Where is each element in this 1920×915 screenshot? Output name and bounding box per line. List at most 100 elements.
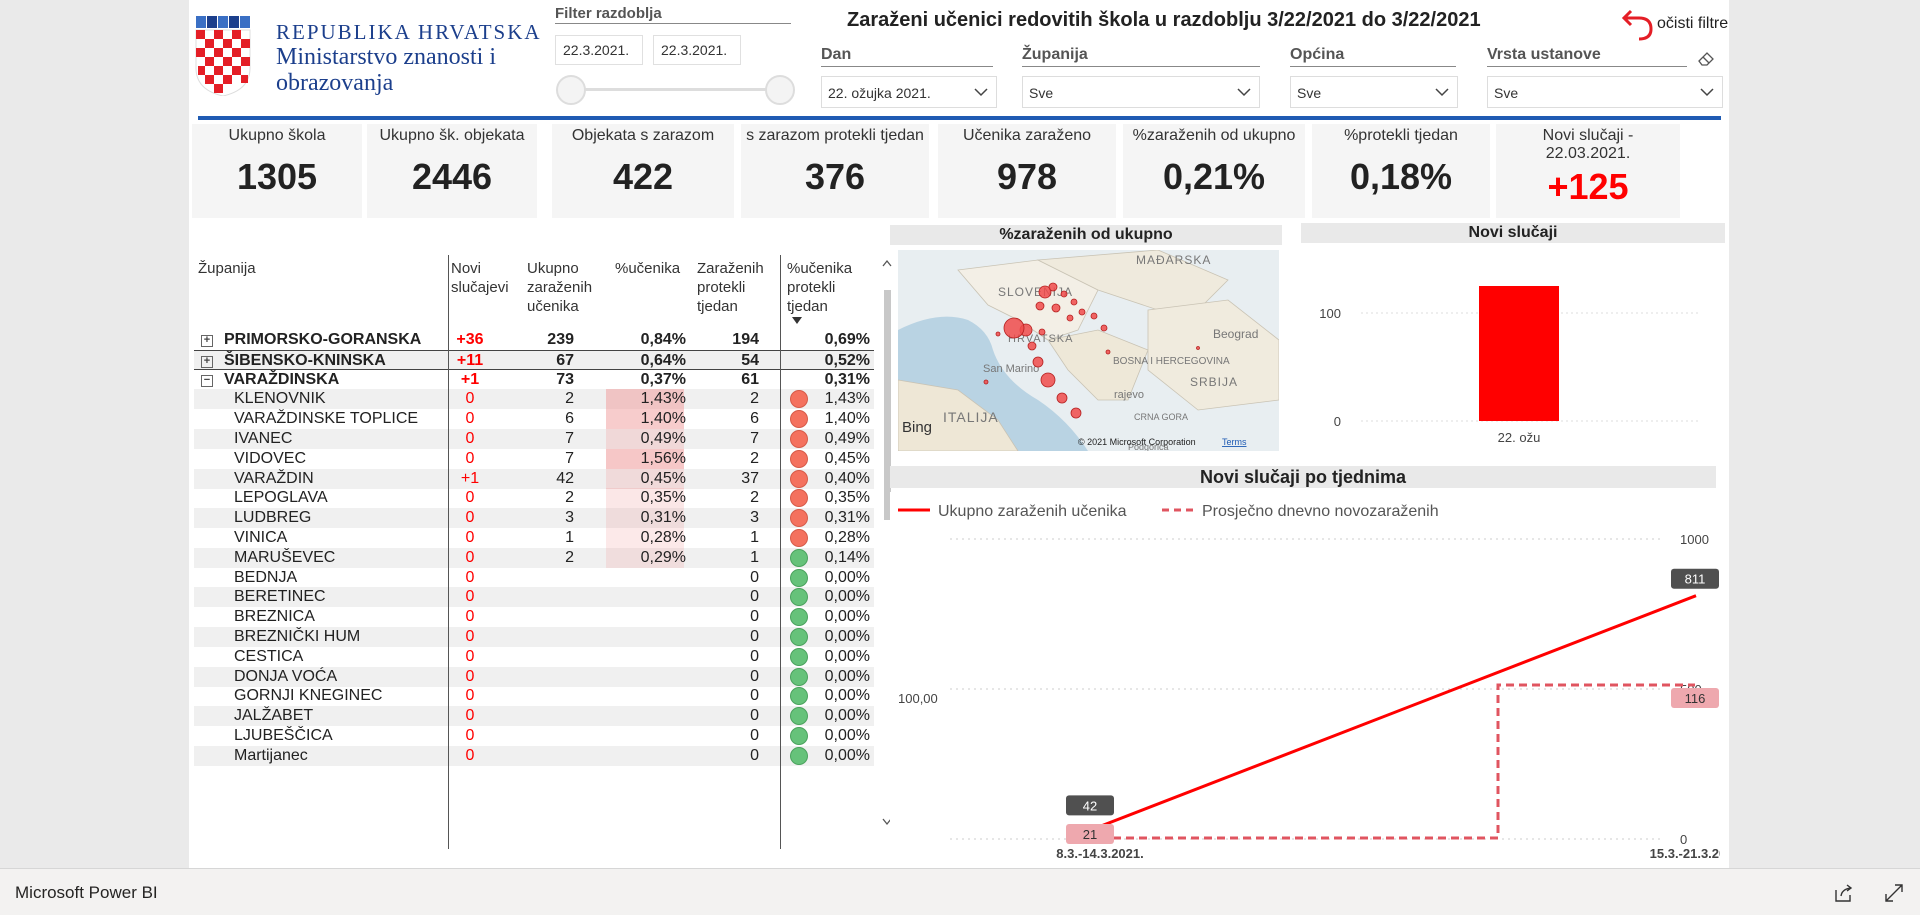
row-week: 0 bbox=[750, 647, 759, 665]
table-row-municipality[interactable]: LJUBEŠČICA 0 0 0,00% bbox=[194, 726, 874, 746]
date-slider-start-handle[interactable] bbox=[556, 75, 586, 105]
chevron-down-icon[interactable] bbox=[882, 818, 892, 826]
table-row-municipality[interactable]: Martijanec 0 0 0,00% bbox=[194, 745, 874, 766]
table-row-municipality[interactable]: DONJA VOĆA 0 0 0,00% bbox=[194, 666, 874, 687]
svg-text:21: 21 bbox=[1083, 827, 1097, 842]
eraser-icon[interactable] bbox=[1697, 50, 1715, 66]
kpi-title: Objekata s zarazom bbox=[571, 127, 715, 144]
table-scrollbar[interactable] bbox=[880, 255, 894, 849]
kpi-value: 2446 bbox=[411, 156, 493, 197]
table-row-municipality[interactable]: VARAŽDINSKE TOPLICE 0 6 1,40% 6 1,40% bbox=[194, 409, 874, 430]
table-row-municipality[interactable]: GORNJI KNEGINEC 0 0 0,00% bbox=[194, 686, 874, 706]
slicer-dan-value: 22. ožujka 2021. bbox=[828, 85, 931, 101]
bar-new-cases[interactable] bbox=[1479, 286, 1559, 421]
row-name: BERETINEC bbox=[234, 588, 326, 606]
expand-icon[interactable]: + bbox=[201, 335, 213, 347]
row-new-cases: 0 bbox=[465, 707, 475, 725]
table-row-county[interactable]: − VARAŽDINSKA +1 73 0,37% 61 0,31% bbox=[194, 370, 874, 390]
row-week-pct: 0,31% bbox=[824, 370, 870, 388]
date-from-input[interactable]: 22.3.2021. bbox=[555, 35, 643, 65]
status-dot-red bbox=[790, 489, 808, 508]
slicer-opcina: Općina Sve bbox=[1290, 46, 1458, 108]
map-terms-link[interactable]: Terms bbox=[1222, 437, 1247, 447]
powerbi-bottom-bar: Microsoft Power BI bbox=[0, 868, 1920, 915]
status-dot-green bbox=[790, 588, 808, 607]
row-week-pct: 0,45% bbox=[824, 449, 870, 467]
line-legend: Ukupno zaraženih učenika Prosječno dnevno… bbox=[898, 503, 1439, 520]
scrollbar-thumb[interactable] bbox=[884, 290, 891, 520]
col-header-total[interactable]: Ukupno zaraženih učenika bbox=[527, 260, 593, 315]
table-row-municipality[interactable]: VARAŽDIN +1 42 0,45% 37 0,40% bbox=[194, 468, 874, 489]
table-row-municipality[interactable]: KLENOVNIK 0 2 1,43% 2 1,43% bbox=[194, 389, 874, 410]
fullscreen-icon[interactable] bbox=[1882, 881, 1906, 905]
table-row-municipality[interactable]: BEDNJA 0 0 0,00% bbox=[194, 568, 874, 588]
row-new-cases: +1 bbox=[460, 370, 480, 388]
table-row-municipality[interactable]: BREZNICA 0 0 0,00% bbox=[194, 607, 874, 627]
table-row-county[interactable]: + PRIMORSKO-GORANSKA +36 239 0,84% 194 0,69% bbox=[194, 330, 874, 350]
col-header-week[interactable]: Zaraženih protekli tjedan bbox=[697, 260, 764, 315]
table-row-municipality[interactable]: LUDBREG 0 3 0,31% 3 0,31% bbox=[194, 508, 874, 529]
date-slider-end-handle[interactable] bbox=[765, 75, 795, 105]
row-name: LUDBREG bbox=[234, 509, 312, 527]
table-row-municipality[interactable]: CESTICA 0 0 0,00% bbox=[194, 647, 874, 667]
row-week-pct: 1,40% bbox=[824, 410, 870, 428]
slicer-zupanija: Županija Sve bbox=[1022, 46, 1260, 108]
expand-icon[interactable]: + bbox=[201, 355, 213, 368]
table-row-municipality[interactable]: MARUŠEVEC 0 2 0,29% 1 0,14% bbox=[194, 547, 874, 568]
date-slider-track[interactable] bbox=[573, 88, 783, 91]
legend-series-1: Ukupno zaraženih učenika bbox=[938, 503, 1127, 520]
row-name: IVANEC bbox=[234, 430, 293, 447]
series-total-infected-line[interactable] bbox=[1099, 594, 1697, 828]
collapse-icon[interactable]: − bbox=[201, 374, 213, 387]
county-matrix-table: Županija Novi slučajevi Ukupno zaraženih… bbox=[194, 255, 896, 849]
col-header-name[interactable]: Županija bbox=[198, 260, 256, 277]
bing-map[interactable]: MAĐARSKA SLOVENIJA HRVATSKA San Marino B… bbox=[898, 250, 1279, 451]
report-canvas: REPUBLIKA HRVATSKA Ministarstvo znanosti… bbox=[189, 0, 1729, 868]
data-label-avg-1: 21 bbox=[1066, 824, 1114, 844]
ministry-logo: REPUBLIKA HRVATSKA Ministarstvo znanosti… bbox=[194, 16, 540, 100]
kpi-card-students-infected: Učenika zaraženo 978 bbox=[938, 124, 1116, 218]
slicer-dan-label: Dan bbox=[821, 46, 993, 67]
status-dot-red bbox=[790, 509, 808, 528]
col-header-pct[interactable]: %učenika bbox=[615, 260, 681, 277]
clear-filters-button[interactable]: očisti filtre bbox=[1621, 5, 1729, 41]
row-week: 37 bbox=[741, 469, 759, 487]
row-week: 1 bbox=[750, 529, 759, 546]
slicer-dan-dropdown[interactable]: 22. ožujka 2021. bbox=[821, 76, 997, 108]
table-row-municipality[interactable]: IVANEC 0 7 0,49% 7 0,49% bbox=[194, 429, 874, 449]
slicer-vrsta-ustanove-dropdown[interactable]: Sve bbox=[1487, 76, 1723, 108]
kpi-title: %protekli tjedan bbox=[1344, 127, 1458, 144]
series-avg-daily-line[interactable] bbox=[1100, 683, 1695, 840]
bar-y-tick: 0 bbox=[1334, 414, 1341, 429]
table-row-municipality[interactable]: LEPOGLAVA 0 2 0,35% 2 0,35% bbox=[194, 488, 874, 509]
slicer-zupanija-dropdown[interactable]: Sve bbox=[1022, 76, 1260, 108]
table-row-municipality[interactable]: BERETINEC 0 0 0,00% bbox=[194, 587, 874, 608]
row-total: 7 bbox=[565, 449, 574, 467]
chevron-up-icon[interactable] bbox=[882, 259, 892, 267]
date-to-input[interactable]: 22.3.2021. bbox=[653, 35, 741, 65]
row-new-cases: 0 bbox=[465, 449, 475, 467]
row-name: VIDOVEC bbox=[234, 449, 307, 467]
row-week-pct: 0,00% bbox=[824, 588, 870, 606]
table-row-municipality[interactable]: VIDOVEC 0 7 1,56% 2 0,45% bbox=[194, 448, 874, 469]
line-chart-svg: Ukupno zaraženih učenika Prosječno dnevno… bbox=[898, 503, 1729, 861]
share-icon[interactable] bbox=[1832, 881, 1856, 905]
coat-of-arms-icon bbox=[195, 16, 251, 96]
table-row-municipality[interactable]: JALŽABET 0 0 0,00% bbox=[194, 706, 874, 727]
col-header-new[interactable]: Novi slučajevi bbox=[451, 260, 509, 296]
row-week: 2 bbox=[750, 390, 759, 408]
table-row-county[interactable]: + ŠIBENSKO-KNINSKA +11 67 0,64% 54 0,52% bbox=[194, 349, 874, 370]
row-total: 2 bbox=[565, 390, 574, 408]
slicer-opcina-dropdown[interactable]: Sve bbox=[1290, 76, 1458, 108]
row-week: 0 bbox=[750, 628, 759, 645]
col-header-week-pct[interactable]: %učenika protekli tjedan bbox=[787, 260, 853, 315]
table-row-municipality[interactable]: VINICA 0 1 0,28% 1 0,28% bbox=[194, 528, 874, 548]
status-dot-green bbox=[790, 548, 808, 567]
row-week: 0 bbox=[750, 727, 759, 744]
line-right-tick: 0 bbox=[1680, 832, 1687, 847]
table-header: Županija Novi slučajevi Ukupno zaraženih… bbox=[194, 255, 874, 329]
row-week-pct: 0,00% bbox=[824, 687, 870, 705]
row-total: 7 bbox=[565, 430, 574, 447]
row-week: 0 bbox=[750, 568, 759, 586]
table-row-municipality[interactable]: BREZNIČKI HUM 0 0 0,00% bbox=[194, 627, 874, 647]
